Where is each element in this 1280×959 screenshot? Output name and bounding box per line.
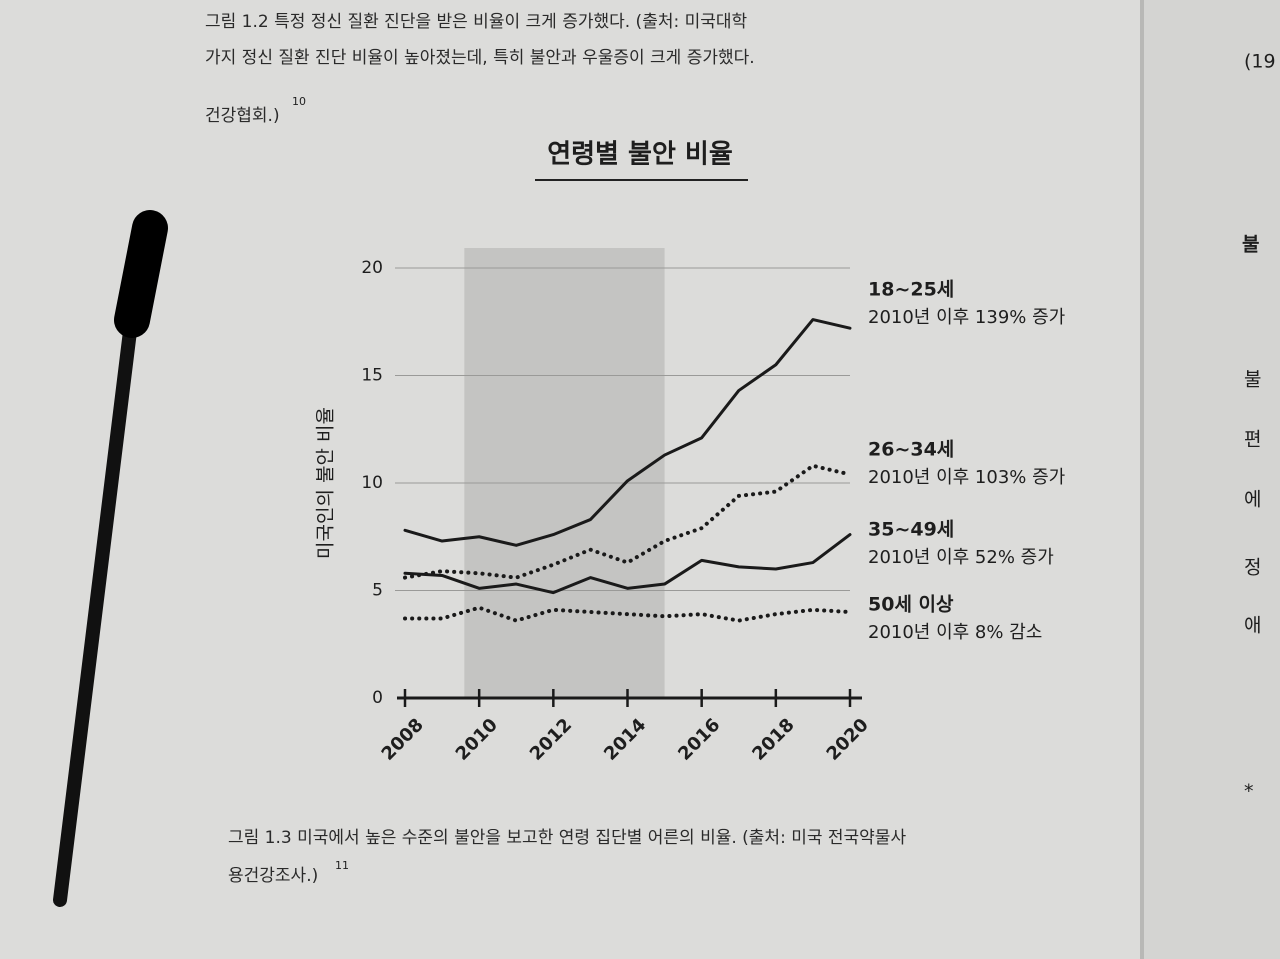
y-tick-label: 5 bbox=[372, 581, 383, 601]
series-note: 2010년 이후 103% 증가 bbox=[868, 467, 1065, 488]
page-right bbox=[1144, 0, 1280, 959]
caption-line: 그림 1.2 특정 정신 질환 진단을 받은 비율이 크게 증가했다. (출처:… bbox=[205, 12, 748, 32]
series-note: 2010년 이후 139% 증가 bbox=[868, 307, 1065, 328]
series-line bbox=[403, 318, 852, 547]
margin-fragment: * bbox=[1244, 781, 1254, 803]
series-line bbox=[403, 605, 852, 623]
series-label: 35~49세 bbox=[868, 519, 954, 541]
footnote-ref: 10 bbox=[292, 95, 306, 108]
caption-line: 용건강조사.) bbox=[228, 866, 318, 886]
chart-title: 연령별 불안 비율 bbox=[547, 140, 733, 170]
margin-fragment: 불 bbox=[1244, 369, 1261, 391]
margin-text: (19 불 불 편 에 정 애 * bbox=[1242, 51, 1276, 803]
shaded-period bbox=[464, 248, 665, 698]
y-tick-label: 0 bbox=[372, 688, 383, 708]
caption-line: 가지 정신 질환 진단 비율이 높아졌는데, 특히 불안과 우울증이 크게 증가… bbox=[205, 48, 755, 68]
margin-fragment: 정 bbox=[1244, 557, 1261, 579]
margin-fragment: 에 bbox=[1244, 489, 1261, 511]
series-note: 2010년 이후 8% 감소 bbox=[868, 622, 1042, 643]
y-tick-label: 15 bbox=[361, 366, 383, 386]
series-line bbox=[403, 463, 852, 580]
series-line bbox=[403, 533, 852, 595]
y-tick-label: 20 bbox=[361, 258, 383, 278]
y-axis-label: 미국인의 불안 비율 bbox=[315, 407, 337, 559]
series-label: 18~25세 bbox=[868, 279, 954, 301]
series-note: 2010년 이후 52% 증가 bbox=[868, 547, 1054, 568]
caption-line: 건강협회.) bbox=[205, 106, 280, 126]
margin-fragment: 편 bbox=[1244, 429, 1261, 451]
series-label: 26~34세 bbox=[868, 439, 954, 461]
margin-fragment: (19 bbox=[1244, 51, 1276, 73]
gutter bbox=[1140, 0, 1144, 959]
margin-fragment: 애 bbox=[1244, 615, 1261, 637]
series-label: 50세 이상 bbox=[868, 594, 954, 616]
caption-line: 그림 1.3 미국에서 높은 수준의 불안을 보고한 연령 집단별 어른의 비율… bbox=[228, 828, 906, 848]
y-tick-label: 10 bbox=[361, 473, 383, 493]
footnote-ref: 11 bbox=[335, 859, 349, 872]
margin-fragment: 불 bbox=[1242, 234, 1259, 256]
pen-tip bbox=[114, 210, 168, 338]
pen bbox=[53, 243, 147, 907]
